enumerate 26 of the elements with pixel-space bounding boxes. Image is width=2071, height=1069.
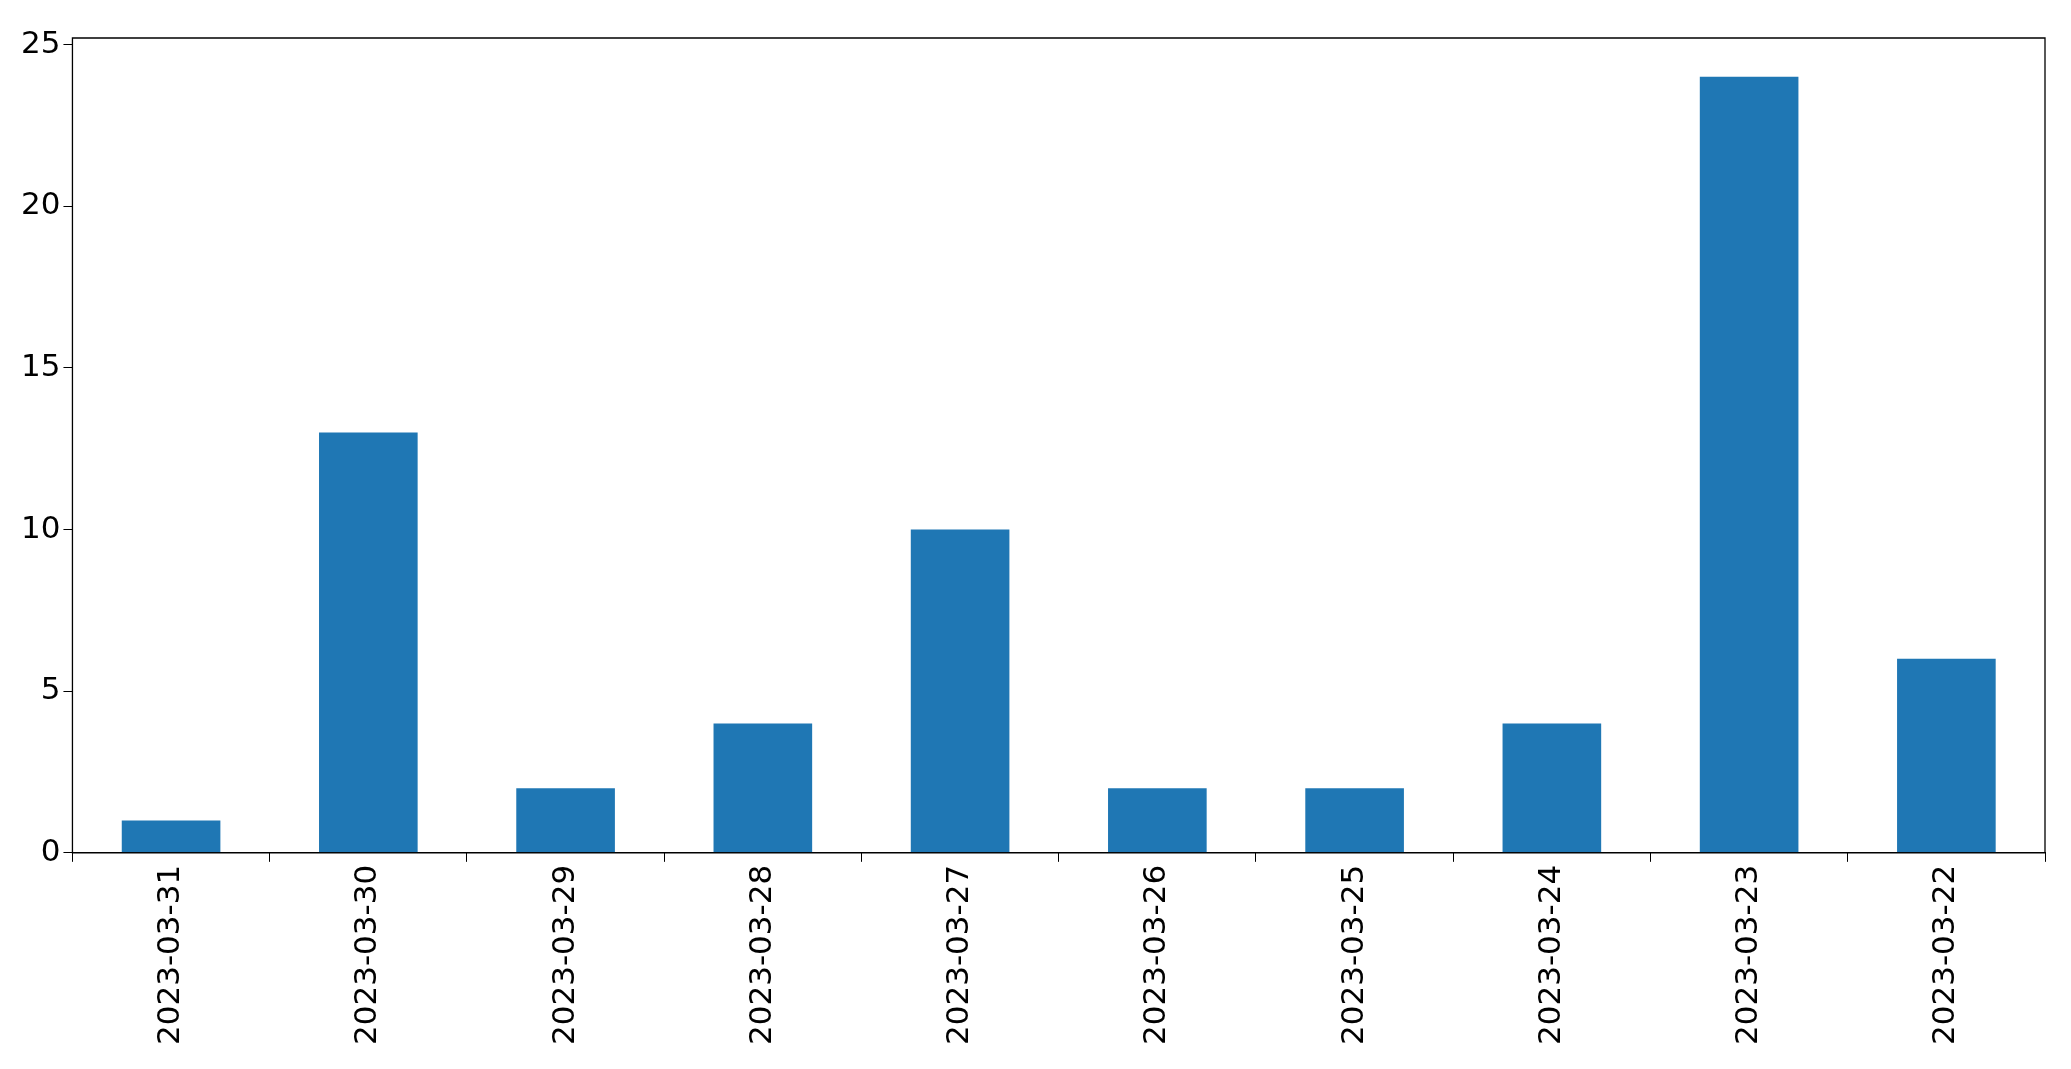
- bar: [516, 788, 615, 853]
- x-tick-label: 2023-03-28: [741, 864, 778, 1046]
- bar: [1108, 788, 1207, 853]
- y-tick-label: 0: [40, 831, 61, 868]
- y-tick-label: 10: [20, 508, 61, 545]
- x-tick-label: 2023-03-29: [544, 864, 581, 1046]
- x-tick-label: 2023-03-24: [1530, 864, 1567, 1046]
- bar: [1305, 788, 1404, 853]
- bar: [1502, 723, 1602, 853]
- x-tick-label: 2023-03-25: [1333, 864, 1370, 1046]
- y-tick-label: 25: [20, 23, 61, 60]
- bar: [713, 723, 813, 853]
- y-tick-label: 5: [40, 670, 61, 707]
- x-tick-label: 2023-03-23: [1728, 864, 1765, 1046]
- x-tick-label: 2023-03-30: [347, 864, 384, 1046]
- x-tick-label: 2023-03-22: [1925, 864, 1962, 1046]
- y-tick-label: 15: [20, 346, 61, 383]
- bar: [1699, 76, 1799, 853]
- x-tick-label: 2023-03-26: [1136, 864, 1173, 1046]
- y-tick-label: 20: [20, 185, 61, 222]
- bar: [910, 529, 1010, 853]
- bar: [121, 820, 221, 853]
- bar: [319, 432, 418, 853]
- x-tick-label: 2023-03-27: [939, 864, 976, 1046]
- bar: [1897, 658, 1996, 853]
- x-tick-label: 2023-03-31: [150, 864, 187, 1046]
